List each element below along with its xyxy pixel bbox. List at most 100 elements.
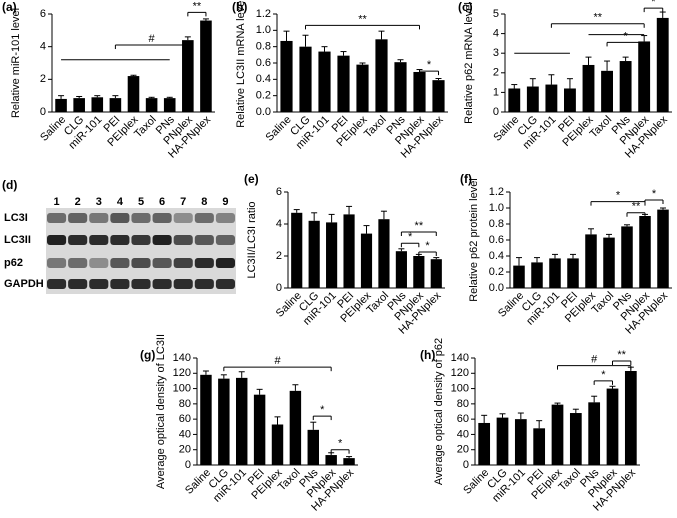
significance-mark: ** <box>193 0 202 12</box>
blot-band <box>68 279 88 289</box>
bar <box>307 429 320 465</box>
panel-label: (a) <box>2 0 17 14</box>
bar <box>343 214 355 288</box>
bar <box>413 71 426 112</box>
y-tick-label: 140 <box>451 352 469 364</box>
significance-mark: # <box>149 33 156 45</box>
lane-number: 6 <box>159 196 165 208</box>
y-tick-label: 0 <box>40 106 46 118</box>
blot-band <box>131 235 151 245</box>
blot-row-label: LC3I <box>4 212 28 224</box>
panel-label: (d) <box>2 178 17 192</box>
significance-mark: * <box>427 59 432 71</box>
blot-band <box>47 279 67 289</box>
bar <box>55 98 67 112</box>
bar <box>356 64 369 112</box>
blot-band <box>68 258 88 268</box>
y-tick-label: 2 <box>40 73 46 85</box>
blot-band <box>173 279 193 289</box>
y-tick-label: 120 <box>173 367 191 379</box>
y-tick-label: 3 <box>493 47 499 59</box>
bar <box>308 220 320 288</box>
bar <box>533 428 546 465</box>
y-tick-label: 60 <box>179 413 191 425</box>
blot-band <box>173 258 193 268</box>
blot-band <box>215 279 235 289</box>
y-tick-label: 100 <box>173 382 191 394</box>
blot-band <box>131 213 151 223</box>
bar <box>360 233 373 288</box>
blot-band <box>47 213 67 223</box>
bar <box>526 86 539 112</box>
blot-band <box>152 279 172 289</box>
blot-band <box>215 213 235 223</box>
bar <box>413 256 425 288</box>
y-tick-label: 4 <box>40 41 46 53</box>
blot-band <box>131 258 151 268</box>
bar <box>549 258 561 288</box>
blot-band <box>152 213 172 223</box>
blot-band <box>89 213 109 223</box>
significance-mark: * <box>616 190 621 202</box>
bar <box>564 88 576 112</box>
blot-band <box>89 279 109 289</box>
y-tick-label: 0 <box>493 106 499 118</box>
lane-number: 7 <box>180 196 186 208</box>
bar <box>545 84 558 112</box>
y-axis-title: Average optical density of p62 <box>433 338 445 485</box>
y-axis-title: Relative miR-101 level <box>10 8 22 118</box>
blot-band <box>173 213 193 223</box>
y-tick-label: 0.8 <box>489 218 504 230</box>
lane-number: 3 <box>96 196 102 208</box>
y-tick-label: 40 <box>179 428 191 440</box>
panel-label: (c) <box>458 0 473 14</box>
y-tick-label: 120 <box>451 367 469 379</box>
blot-row-label: LC3II <box>4 234 31 246</box>
panel-label: (g) <box>140 348 155 362</box>
lane-number: 5 <box>138 196 144 208</box>
y-tick-label: 40 <box>457 428 469 440</box>
bar <box>127 76 140 112</box>
bar <box>601 70 613 112</box>
bar <box>280 40 293 113</box>
y-tick-label: 1.2 <box>256 8 271 20</box>
blot-band <box>194 213 214 223</box>
significance-mark: ** <box>593 12 602 24</box>
blot-band <box>110 235 130 245</box>
y-tick-label: 0.8 <box>256 41 271 53</box>
blot-band <box>47 258 67 268</box>
lane-number: 4 <box>117 196 124 208</box>
significance-mark: * <box>652 188 657 200</box>
bar <box>624 370 637 465</box>
y-tick-label: 80 <box>179 398 191 410</box>
y-tick-label: 0.2 <box>256 90 271 102</box>
significance-mark: * <box>320 404 325 416</box>
bar <box>619 61 632 112</box>
blot-band <box>215 258 235 268</box>
bar <box>291 212 303 288</box>
blot-band <box>89 258 109 268</box>
bar <box>588 402 601 465</box>
bar <box>531 262 543 288</box>
bar <box>395 251 407 288</box>
bar <box>337 55 350 112</box>
y-axis-title: LC3II/LC3I ratio <box>246 201 258 278</box>
bar <box>478 422 491 465</box>
bar <box>569 413 582 465</box>
bar <box>606 388 619 465</box>
y-tick-label: 0.2 <box>489 266 504 278</box>
y-tick-label: 6 <box>40 8 46 20</box>
bar <box>585 234 597 288</box>
y-tick-label: 0 <box>185 459 191 471</box>
bar <box>200 20 212 112</box>
bar <box>271 424 284 465</box>
y-tick-label: 20 <box>457 444 469 456</box>
bar <box>326 222 338 288</box>
blot-band <box>110 258 130 268</box>
significance-mark: # <box>274 355 281 367</box>
bar <box>432 80 445 112</box>
y-tick-label: 1.0 <box>489 202 504 214</box>
bar <box>567 258 579 288</box>
